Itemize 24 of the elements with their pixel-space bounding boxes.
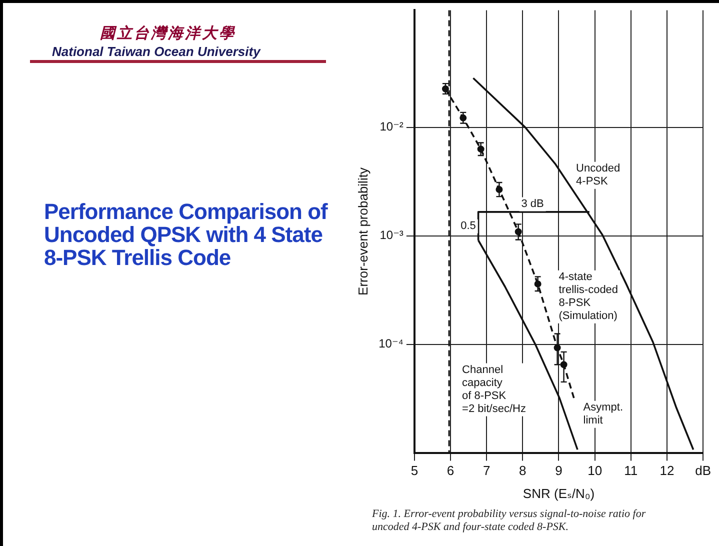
text: National Taiwan Ocean University <box>52 44 260 59</box>
y-tick-label: 10⁻² <box>380 120 404 134</box>
annotation: Uncoded 4-PSK <box>576 162 620 188</box>
annotation: Asympt. limit <box>583 401 624 426</box>
annotation: Channel capacity of 8-PSK =2 bit/sec/Hz <box>462 364 526 415</box>
y-axis-title: Error-event probability <box>355 167 370 296</box>
caption: Fig. 1. Error-event probability versus signal-to-noise ratio for uncoded 4-PSK and four-state coded 8-PSK. <box>372 508 647 534</box>
y-tick-label: 10⁻³ <box>380 228 404 242</box>
x-tick-label: 11 <box>624 463 638 478</box>
text: Performance Comparison of Uncoded QPSK with 4 State 8-PSK Trellis Code <box>44 199 329 270</box>
x-axis-title: SNR (Eₛ/N₀) <box>522 486 595 501</box>
x-tick-label: 5 <box>410 463 418 478</box>
text: 國立台灣海洋大學 <box>100 24 236 43</box>
annotation: 3 dB <box>521 198 544 210</box>
x-tick-label: 9 <box>555 463 562 478</box>
annotation: 4-state trellis-coded 8-PSK (Simulation) <box>558 270 618 322</box>
annotation: 0.5 <box>460 220 476 232</box>
x-tick-label: 12 <box>660 463 674 478</box>
x-tick-label: 10 <box>588 463 602 478</box>
x-tick-label: 6 <box>446 463 454 478</box>
x-tick-label: 7 <box>482 463 490 478</box>
y-tick-label: 10⁻⁴ <box>378 336 404 351</box>
x-tick-label: dB <box>695 463 712 478</box>
x-tick-label: 8 <box>519 463 526 478</box>
